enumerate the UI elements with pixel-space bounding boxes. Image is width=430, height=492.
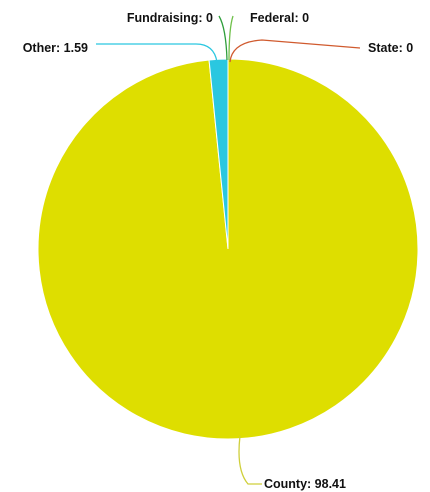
slice-labels-layer: County: 98.41 State: 0 Federal: 0 Fundraisi… [23,11,414,491]
leader-line-state [229,39,361,63]
slice-label-fundraising: Fundraising: 0 [127,11,213,25]
slice-label-county: County: 98.41 [264,477,346,491]
leader-line-other [96,43,218,63]
leader-lines-layer [96,15,361,485]
leader-line-fundraising [218,15,228,61]
pie-slice-other [208,58,229,250]
slice-label-state: State: 0 [368,41,413,55]
slice-label-other: Other: 1.59 [23,41,88,55]
leader-line-county [238,435,262,485]
leader-line-federal [228,15,234,61]
slices-layer [37,58,419,440]
slice-label-federal: Federal: 0 [250,11,309,25]
